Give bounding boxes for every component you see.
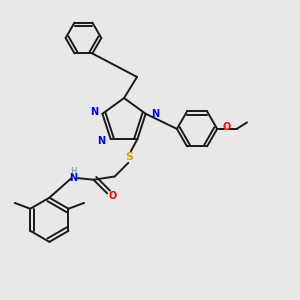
Text: O: O bbox=[222, 122, 230, 132]
Text: N: N bbox=[98, 136, 106, 146]
Text: N: N bbox=[69, 173, 77, 183]
Text: S: S bbox=[125, 152, 133, 162]
Text: N: N bbox=[90, 107, 98, 117]
Text: N: N bbox=[151, 109, 159, 119]
Text: H: H bbox=[70, 167, 76, 176]
Text: O: O bbox=[109, 191, 117, 201]
